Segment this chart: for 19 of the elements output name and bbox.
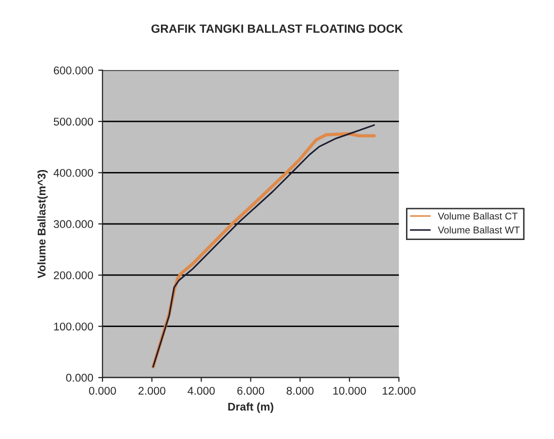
x-tick-label: 10.000 <box>333 386 366 395</box>
legend-label: Volume Ballast CT <box>438 212 518 220</box>
y-tick-label: 200.000 <box>54 271 94 280</box>
x-tick-label: 0.000 <box>89 386 116 395</box>
y-axis-title: Volume Ballast(m^3) <box>37 170 48 278</box>
x-tick-label: 6.000 <box>237 386 264 395</box>
y-tick-label: 600.000 <box>54 66 94 74</box>
y-tick-label: 100.000 <box>54 322 94 330</box>
x-tick-label: 4.000 <box>188 386 215 395</box>
y-tick-label: 500.000 <box>54 118 94 126</box>
chart-title: GRAFIK TANGKI BALLAST FLOATING DOCK <box>151 24 403 33</box>
x-tick-label: 8.000 <box>286 386 314 395</box>
y-tick-label: 0.000 <box>66 374 94 382</box>
x-tick-label: 12.000 <box>382 386 416 395</box>
x-axis-title: Draft (m) <box>228 402 274 413</box>
y-tick-label: 400.000 <box>54 168 94 177</box>
x-tick-label: 2.000 <box>138 386 166 395</box>
legend-label: Volume Ballast WT <box>438 226 520 234</box>
y-tick-label: 300.000 <box>54 220 94 228</box>
